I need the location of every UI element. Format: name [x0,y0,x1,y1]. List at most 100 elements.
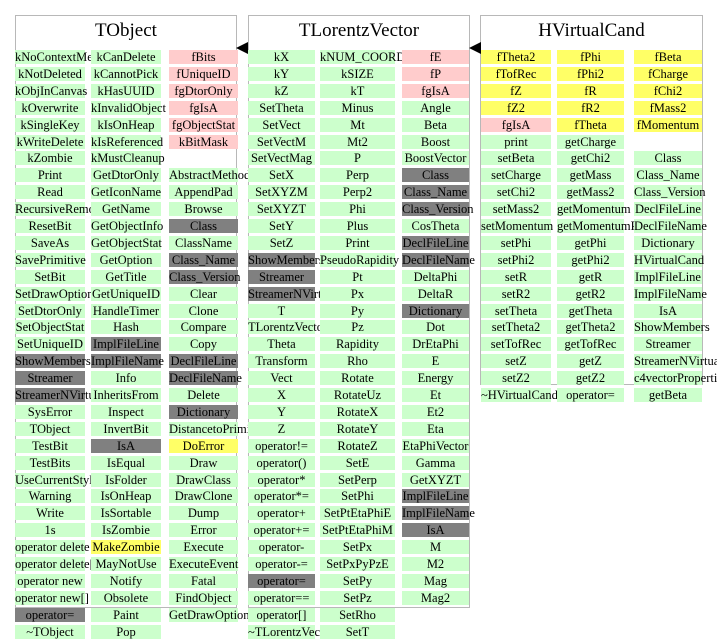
member-method: DeclFileLine [634,202,702,217]
member-method: Eta [402,421,469,436]
member-method: SetPhi [320,489,395,504]
member-method: Print [15,168,85,183]
member-method: Error [169,523,238,538]
member-method: Mag2 [402,590,469,605]
member-method: getTheta [557,303,624,318]
member-method: Print [320,235,395,250]
member-inherited: operator= [15,607,85,622]
member-method: HVirtualCand [634,252,705,267]
member-inherited: Class_Name [169,252,238,267]
member-method: SaveAs [15,235,85,250]
member-inherited: ImplFileName [91,354,164,369]
member-overridden: fPhi [557,50,624,64]
member-data-member: fE [402,50,469,64]
member-method: Et [402,388,469,402]
member-method: getPhi [557,235,624,250]
member-inherited: DeclFileName [169,371,242,386]
member-method: DeltaPhi [402,269,469,284]
member-method: setZ2 [481,371,551,386]
member-method: kY [248,66,315,81]
member-method: Perp2 [320,185,395,200]
member-overridden: fMass2 [634,100,702,115]
member-method: DrEtaPhi [402,337,469,352]
member-overridden: fZ2 [481,100,551,115]
member-method: SetBit [15,269,85,284]
member-method: getMomentum [557,202,631,217]
member-method: ExecuteEvent [169,557,239,571]
member-method: SetPxPyPzE [320,557,395,571]
member-method: TObject [15,421,85,436]
member-inherited: Class_Version [169,269,241,284]
member-method: Copy [169,337,238,352]
member-method: FindObject [169,590,238,605]
member-method: Phi [320,202,395,217]
member-overridden: fR2 [557,100,624,115]
member-method: setTheta2 [481,320,551,335]
class-title-tlorentzvector: TLorentzVector [298,20,420,41]
member-method: getChi2 [557,151,624,166]
member-method: operator!= [248,438,315,453]
member-method: Energy [402,371,469,386]
member-data-member: fgObjectStat [169,117,238,132]
member-inherited: ImplFileLine [402,489,469,504]
member-method: 1s [15,523,85,538]
member-method: Class_Name [634,168,702,183]
member-method: kOverwrite [15,100,85,115]
member-method: operator delete [15,540,90,555]
member-method: SetRho [320,607,395,622]
member-method: operator+ [248,506,315,521]
member-method: SetVectM [248,134,315,149]
inheritance-arrow-icon [236,42,248,54]
member-inherited: IsA [402,523,469,538]
member-inherited: DeclFileLine [402,235,469,250]
member-method: setPhi [481,235,551,250]
member-method: Fatal [169,573,238,588]
member-method: Transform [248,354,315,369]
member-method: Angle [402,100,469,115]
member-inherited: DeclFileName [402,252,475,267]
member-method: Class_Version [634,185,706,200]
member-method: SetVectMag [248,151,315,166]
member-method: operator- [248,540,315,555]
member-method: setZ [481,354,551,369]
member-method: IsOnHeap [91,489,161,504]
member-method: IsSortable [91,506,161,521]
member-data-member: fBits [169,50,238,64]
member-method: TestBit [15,438,85,453]
member-method: SetXYZT [248,202,315,217]
member-data-member: fgIsA [169,100,238,115]
member-method: kMustCleanup [91,151,165,166]
member-inherited: Streamer [248,269,315,284]
member-method: SetTheta [248,100,315,115]
member-method: getZ2 [557,371,624,386]
member-method: getCharge [557,134,624,149]
member-method: SysError [15,404,85,419]
member-method: Notify [91,573,161,588]
member-overridden: fR [557,83,624,98]
member-data-member: fP [402,66,469,81]
member-method: MayNotUse [91,557,161,571]
member-method: kNoContextMenu [15,50,106,64]
member-method: GetXYZT [402,472,469,487]
member-method: SetXYZM [248,185,315,200]
class-title-hvirtualcand: HVirtualCand [538,20,645,41]
member-data-member: kBitMask [169,134,238,149]
member-method: kInvalidObject [91,100,166,115]
member-method: SetVect [248,117,315,132]
member-method: SetPtEtaPhiM [320,523,395,538]
member-method: getZ [557,354,624,369]
member-method: SetDrawOption [15,286,94,301]
member-method: operator() [248,455,315,470]
member-method: Read [15,185,85,200]
member-method: RotateX [320,404,395,419]
member-method: IsEqual [91,455,161,470]
member-method: ~HVirtualCand [481,388,558,402]
member-method: print [481,134,551,149]
member-method: Inspect [91,404,161,419]
member-method: Streamer [634,337,702,352]
member-method: Clear [169,286,238,301]
member-inherited: ShowMembers [248,252,324,267]
member-inherited: Dictionary [169,404,238,419]
member-method: kSingleKey [15,117,85,132]
member-method: Gamma [402,455,469,470]
